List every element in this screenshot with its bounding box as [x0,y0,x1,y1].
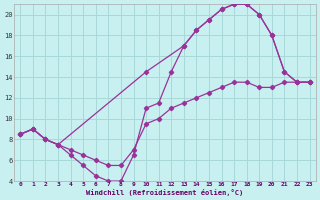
X-axis label: Windchill (Refroidissement éolien,°C): Windchill (Refroidissement éolien,°C) [86,189,244,196]
